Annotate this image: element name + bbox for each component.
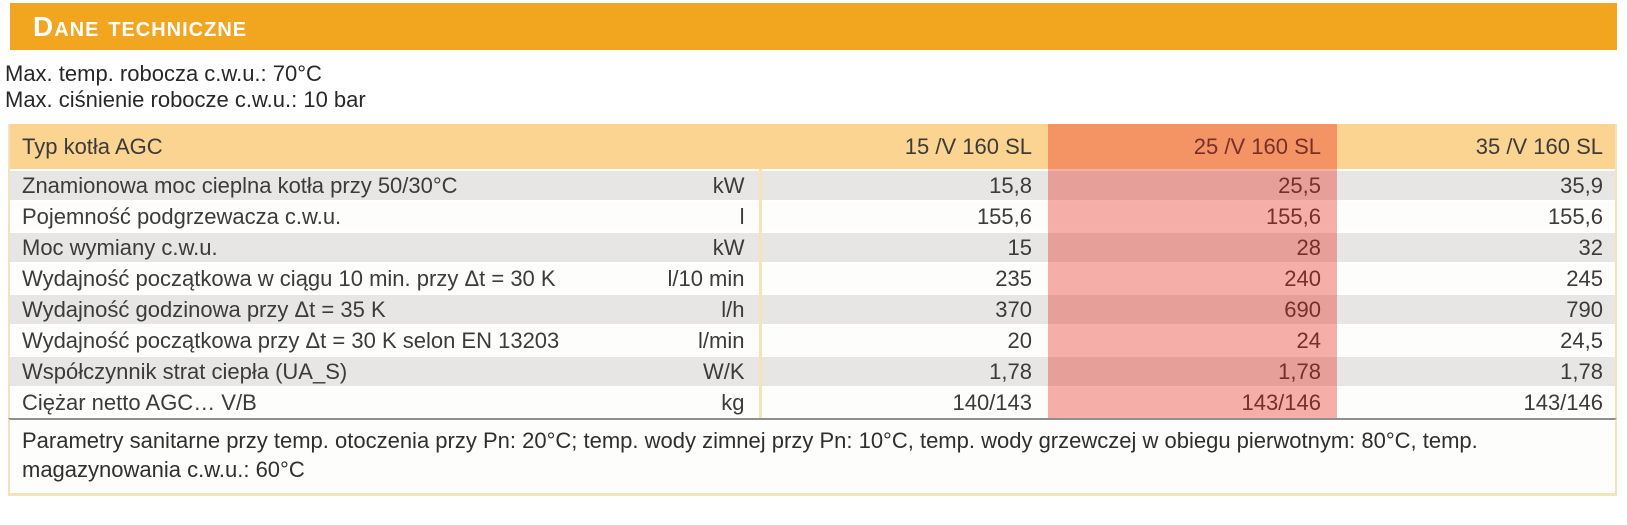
row-label: Znamionowa moc cieplna kotła przy 50/30°… [10,169,625,201]
footnote: Parametry sanitarne przy temp. otoczenia… [8,418,1617,496]
cell-value: 370 [760,293,1048,325]
column-header-model-25: 25 /V 160 SL [1048,124,1337,170]
row-unit: l/10 min [625,262,762,294]
cell-value: 1,78 [1337,355,1615,387]
row-label: Wydajność godzinowa przy Δt = 35 K [10,293,625,325]
row-unit: l/min [625,324,762,356]
table-row: Wydajność początkowa przy Δt = 30 K selo… [10,324,1615,356]
column-header-model-35: 35 /V 160 SL [1337,124,1615,170]
cell-value: 20 [760,324,1048,356]
intro-line-max-temp: Max. temp. robocza c.w.u.: 70°C [5,61,322,86]
cell-value: 1,78 [760,355,1048,387]
cell-value: 15,8 [760,169,1048,201]
column-header-model-15: 15 /V 160 SL [760,124,1048,170]
table-row: Moc wymiany c.w.u. kW 15 28 32 [10,231,1615,263]
table-row: Pojemność podgrzewacza c.w.u. l 155,6 15… [10,200,1615,232]
cell-value: 35,9 [1337,169,1615,201]
cell-value: 235 [760,262,1048,294]
row-label: Wydajność początkowa przy Δt = 30 K selo… [10,324,625,356]
cell-value: 24,5 [1337,324,1615,356]
section-title-bar: Dane techniczne [10,3,1617,50]
cell-value: 155,6 [1337,200,1615,232]
row-label: Pojemność podgrzewacza c.w.u. [10,200,625,232]
cell-value: 240 [1048,262,1337,294]
spec-table-wrap: Typ kotła AGC 15 /V 160 SL 25 /V 160 SL … [8,124,1617,418]
row-unit: kg [625,386,762,418]
table-row: Znamionowa moc cieplna kotła przy 50/30°… [10,169,1615,201]
cell-value: 32 [1337,231,1615,263]
table-header-boiler-type: Typ kotła AGC [10,124,625,170]
row-unit: l [625,200,762,232]
row-unit: kW [625,231,762,263]
cell-value: 790 [1337,293,1615,325]
cell-value: 25,5 [1048,169,1337,201]
table-header-row: Typ kotła AGC 15 /V 160 SL 25 /V 160 SL … [10,124,1615,170]
row-label: Wydajność początkowa w ciągu 10 min. prz… [10,262,625,294]
cell-value: 155,6 [1048,200,1337,232]
cell-value: 1,78 [1048,355,1337,387]
cell-value: 140/143 [760,386,1048,418]
intro-line-max-pressure: Max. ciśnienie robocze c.w.u.: 10 bar [5,87,366,112]
cell-value: 690 [1048,293,1337,325]
cell-value: 245 [1337,262,1615,294]
cell-value: 143/146 [1337,386,1615,418]
page-title: Dane techniczne [33,10,248,42]
cell-value: 155,6 [760,200,1048,232]
table-row: Ciężar netto AGC… V/B kg 140/143 143/146… [10,386,1615,418]
cell-value: 15 [760,231,1048,263]
table-header-unit-spacer [625,124,760,170]
table-row: Współczynnik strat ciepła (UA_S) W/K 1,7… [10,355,1615,387]
row-unit: l/h [625,293,762,325]
intro-text: Max. temp. robocza c.w.u.: 70°C Max. ciś… [5,61,1627,113]
row-label: Współczynnik strat ciepła (UA_S) [10,355,625,387]
row-label: Ciężar netto AGC… V/B [10,386,625,418]
table-row: Wydajność godzinowa przy Δt = 35 K l/h 3… [10,293,1615,325]
cell-value: 28 [1048,231,1337,263]
table-row: Wydajność początkowa w ciągu 10 min. prz… [10,262,1615,294]
spec-table: Typ kotła AGC 15 /V 160 SL 25 /V 160 SL … [10,124,1615,418]
row-unit: kW [625,169,762,201]
row-unit: W/K [625,355,762,387]
cell-value: 24 [1048,324,1337,356]
row-label: Moc wymiany c.w.u. [10,231,625,263]
cell-value: 143/146 [1048,386,1337,418]
